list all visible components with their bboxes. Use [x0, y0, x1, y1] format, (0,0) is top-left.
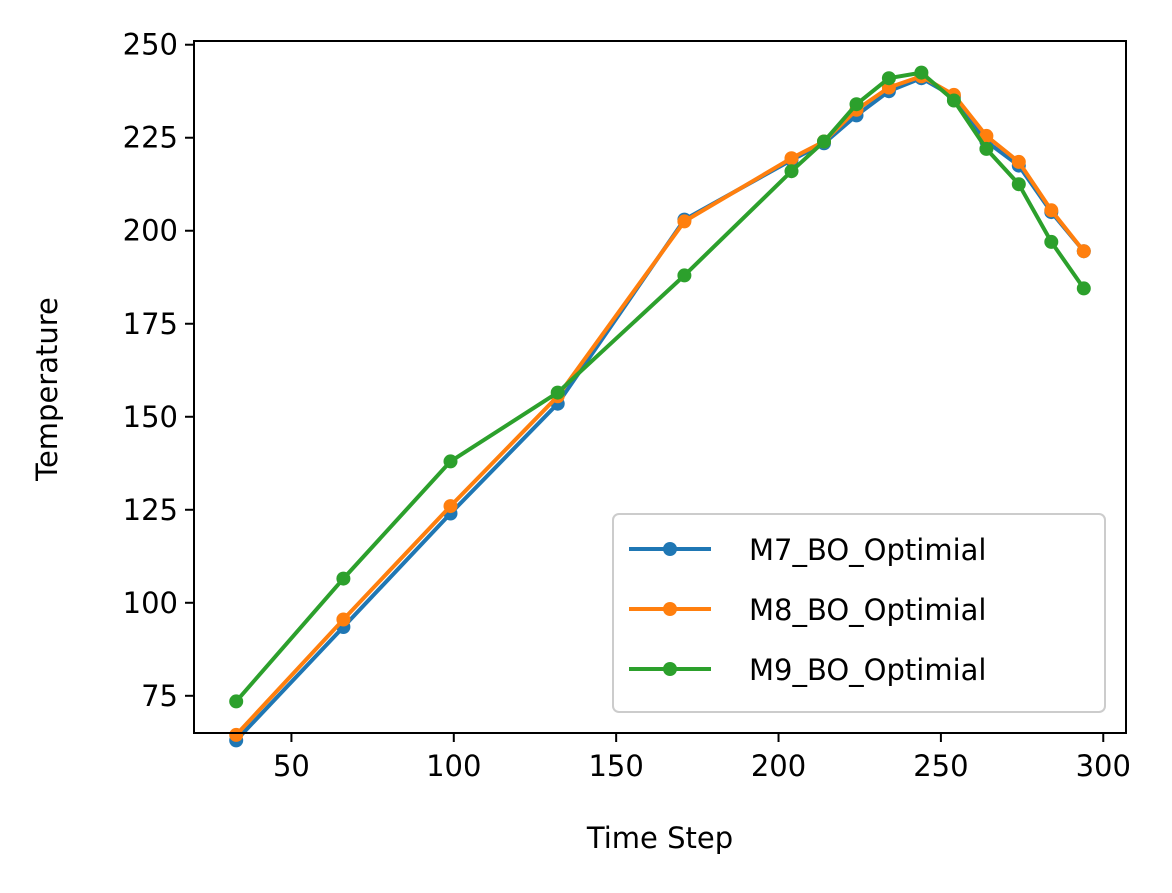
legend-marker [663, 662, 677, 676]
data-point [443, 454, 458, 469]
legend-entry-2: M8_BO_Optimial [629, 593, 986, 627]
data-point [1011, 154, 1026, 169]
data-point [784, 164, 799, 179]
legend-entry-3: M9_BO_Optimial [629, 653, 986, 687]
data-point [229, 727, 244, 742]
x-tick-label: 100 [426, 749, 481, 783]
y-tick-label: 150 [123, 400, 178, 434]
data-point [1076, 281, 1091, 296]
data-point [1044, 203, 1059, 218]
data-point [979, 141, 994, 156]
x-tick-label: 150 [588, 749, 643, 783]
legend: M7_BO_Optimial M8_BO_Optimial M9_BO_Optimi… [612, 513, 1106, 713]
x-axis: 50 100 150 200 250 300 [273, 733, 1131, 783]
y-tick-label: 100 [123, 586, 178, 620]
y-axis: 75 100 125 150 175 200 225 250 [123, 28, 194, 713]
data-point [677, 214, 692, 229]
y-tick-label: 200 [123, 214, 178, 248]
y-tick-label: 175 [123, 307, 178, 341]
y-tick-label: 225 [123, 121, 178, 155]
data-point [550, 385, 565, 400]
data-point [1076, 244, 1091, 259]
data-point [336, 612, 351, 627]
data-point [914, 65, 929, 80]
data-point [443, 499, 458, 514]
legend-marker [663, 542, 677, 556]
y-axis-label: Temperature [30, 297, 64, 482]
data-point [1011, 177, 1026, 192]
legend-box [612, 513, 1106, 713]
x-tick-label: 200 [751, 749, 806, 783]
legend-label: M7_BO_Optimial [749, 533, 986, 567]
legend-marker [663, 602, 677, 616]
legend-label: M8_BO_Optimial [749, 593, 986, 627]
x-tick-label: 50 [273, 749, 310, 783]
data-point [881, 71, 896, 86]
y-tick-label: 75 [141, 679, 178, 713]
x-axis-label: Time Step [586, 821, 733, 855]
data-point [817, 134, 831, 149]
data-point [336, 571, 351, 586]
plot-frame [193, 40, 1127, 734]
y-tick-label: 125 [123, 493, 178, 527]
data-point [229, 694, 244, 709]
data-point [946, 93, 961, 108]
data-point [979, 128, 994, 143]
data-point [849, 97, 864, 112]
x-tick-label: 250 [913, 749, 968, 783]
data-point [1044, 234, 1059, 249]
plot-area [193, 40, 1127, 748]
legend-label: M9_BO_Optimial [749, 653, 986, 687]
legend-entry-1: M7_BO_Optimial [629, 533, 986, 567]
x-tick-label: 300 [1076, 749, 1131, 783]
data-point [677, 268, 692, 283]
data-point [784, 151, 799, 166]
series-3 [229, 65, 1091, 709]
y-tick-label: 250 [123, 28, 178, 62]
